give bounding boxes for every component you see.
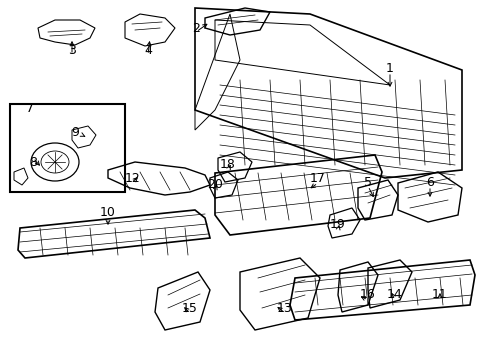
Text: 11: 11 [431, 288, 447, 302]
Bar [10, 104, 125, 192]
Text: 14: 14 [386, 288, 402, 302]
Text: 3: 3 [68, 44, 76, 57]
Text: 10: 10 [100, 206, 116, 219]
Text: 19: 19 [329, 219, 345, 231]
Text: 2: 2 [192, 22, 200, 35]
Text: 6: 6 [425, 175, 433, 189]
Text: 12: 12 [125, 171, 141, 184]
Text: 13: 13 [277, 302, 292, 315]
Text: 20: 20 [206, 179, 223, 192]
Text: 4: 4 [144, 44, 152, 57]
Text: 16: 16 [359, 288, 375, 302]
Text: 9: 9 [71, 126, 79, 139]
Text: 15: 15 [182, 302, 198, 315]
Text: 8: 8 [29, 157, 37, 170]
Text: 5: 5 [363, 175, 371, 189]
Text: 18: 18 [220, 158, 235, 171]
Text: 17: 17 [309, 171, 325, 184]
Text: 7: 7 [26, 102, 34, 114]
Text: 1: 1 [385, 62, 393, 75]
